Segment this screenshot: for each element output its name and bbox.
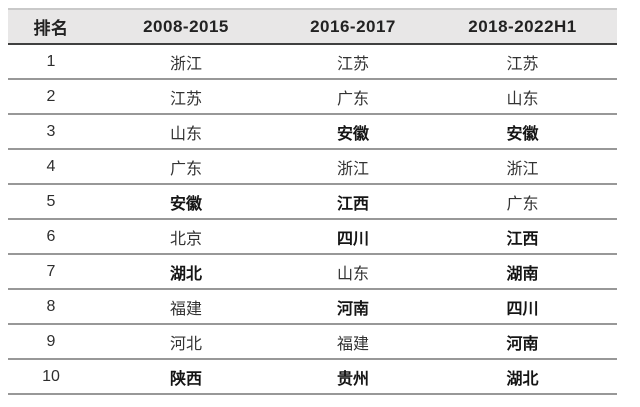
province-cell: 湖北 — [94, 254, 278, 290]
table-row: 6 北京 四川 江西 — [8, 219, 617, 255]
province-cell: 四川 — [278, 219, 428, 255]
province-cell: 浙江 — [278, 149, 428, 185]
province-cell: 浙江 — [428, 149, 617, 185]
province-cell: 江苏 — [278, 44, 428, 80]
province-cell: 四川 — [428, 289, 617, 325]
province-cell: 安徽 — [278, 114, 428, 150]
rank-cell: 9 — [8, 324, 94, 360]
rank-cell: 2 — [8, 79, 94, 115]
province-cell: 山东 — [278, 254, 428, 290]
table-row: 1 浙江 江苏 江苏 — [8, 44, 617, 80]
province-cell: 江西 — [428, 219, 617, 255]
table-row: 10 陕西 贵州 湖北 — [8, 359, 617, 395]
table-row: 4 广东 浙江 浙江 — [8, 149, 617, 185]
province-cell: 广东 — [278, 79, 428, 115]
province-cell: 北京 — [94, 219, 278, 255]
ranking-table: 排名 2008-2015 2016-2017 2018-2022H1 1 浙江 江苏… — [8, 8, 617, 395]
province-cell: 贵州 — [278, 359, 428, 395]
table-row: 3 山东 安徽 安徽 — [8, 114, 617, 150]
table-row: 8 福建 河南 四川 — [8, 289, 617, 325]
province-cell: 安徽 — [428, 114, 617, 150]
province-cell: 河北 — [94, 324, 278, 360]
table-header: 排名 2008-2015 2016-2017 2018-2022H1 — [8, 8, 617, 45]
rank-cell: 5 — [8, 184, 94, 220]
rank-cell: 4 — [8, 149, 94, 185]
province-cell: 山东 — [94, 114, 278, 150]
rank-cell: 3 — [8, 114, 94, 150]
table-row: 2 江苏 广东 山东 — [8, 79, 617, 115]
table-body: 1 浙江 江苏 江苏 2 江苏 广东 山东 3 山东 安徽 安徽 4 广东 浙江 浙江 5 安徽 江西 广东 6 北京 四川… — [8, 44, 617, 395]
province-cell: 湖北 — [428, 359, 617, 395]
province-cell: 湖南 — [428, 254, 617, 290]
province-cell: 福建 — [278, 324, 428, 360]
header-period-2018-2022h1: 2018-2022H1 — [428, 8, 617, 45]
province-cell: 河南 — [428, 324, 617, 360]
province-cell: 安徽 — [94, 184, 278, 220]
province-cell: 陕西 — [94, 359, 278, 395]
province-cell: 浙江 — [94, 44, 278, 80]
header-period-2016-2017: 2016-2017 — [278, 8, 428, 45]
province-cell: 河南 — [278, 289, 428, 325]
province-cell: 江苏 — [428, 44, 617, 80]
rank-cell: 8 — [8, 289, 94, 325]
header-row: 排名 2008-2015 2016-2017 2018-2022H1 — [8, 8, 617, 45]
rank-cell: 10 — [8, 359, 94, 395]
rank-cell: 6 — [8, 219, 94, 255]
rank-cell: 7 — [8, 254, 94, 290]
table-row: 5 安徽 江西 广东 — [8, 184, 617, 220]
province-cell: 山东 — [428, 79, 617, 115]
header-period-2008-2015: 2008-2015 — [94, 8, 278, 45]
table-row: 7 湖北 山东 湖南 — [8, 254, 617, 290]
province-cell: 广东 — [94, 149, 278, 185]
province-cell: 江西 — [278, 184, 428, 220]
province-cell: 广东 — [428, 184, 617, 220]
province-cell: 福建 — [94, 289, 278, 325]
province-ranking-table: 排名 2008-2015 2016-2017 2018-2022H1 1 浙江 江苏… — [8, 8, 617, 395]
header-rank: 排名 — [8, 8, 94, 45]
table-row: 9 河北 福建 河南 — [8, 324, 617, 360]
rank-cell: 1 — [8, 44, 94, 80]
province-cell: 江苏 — [94, 79, 278, 115]
